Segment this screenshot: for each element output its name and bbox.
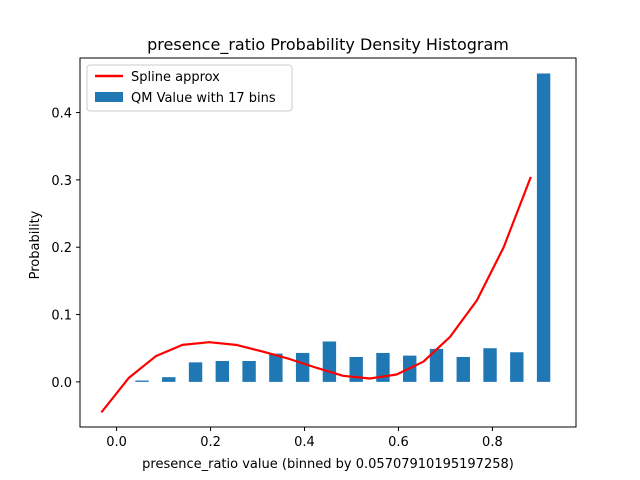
legend: Spline approx QM Value with 17 bins (86, 64, 293, 112)
y-tick-label: 0.0 (51, 376, 72, 391)
histogram-bar (536, 73, 551, 382)
x-axis-label: presence_ratio value (binned by 0.057079… (142, 457, 514, 472)
histogram-bar (269, 353, 283, 382)
histogram-bar (215, 361, 230, 382)
x-tick-label: 0.4 (294, 435, 315, 450)
chart-title: presence_ratio Probability Density Histo… (147, 35, 509, 55)
legend-box (86, 64, 293, 112)
y-axis-label: Probability (28, 210, 43, 279)
y-tick-label: 0.4 (51, 107, 72, 122)
histogram-bar (322, 341, 337, 382)
legend-label-bars: QM Value with 17 bins (131, 91, 276, 106)
histogram-bar (483, 348, 497, 382)
histogram-bar (242, 361, 256, 382)
x-tick-label: 0.8 (482, 435, 503, 450)
histogram-bar (349, 356, 363, 382)
histogram-bar (295, 352, 310, 382)
y-axis-ticks: 0.0 0.1 0.2 0.3 0.4 (51, 107, 80, 391)
x-tick-label: 0.0 (106, 435, 127, 450)
histogram-bar (376, 352, 390, 382)
spline-series (100, 176, 532, 414)
legend-label-spline: Spline approx (131, 70, 220, 85)
histogram-bar (162, 377, 176, 382)
x-tick-label: 0.2 (200, 435, 221, 450)
legend-swatch-bars (95, 92, 123, 102)
plot-frame (79, 57, 577, 428)
x-axis-ticks: 0.0 0.2 0.4 0.6 0.8 (106, 427, 503, 450)
spline-line (100, 176, 532, 414)
histogram-bar (456, 356, 470, 382)
histogram-bar (429, 348, 444, 382)
x-tick-label: 0.6 (388, 435, 409, 450)
histogram-bar (510, 352, 524, 382)
y-tick-label: 0.3 (51, 174, 72, 189)
y-tick-label: 0.1 (51, 309, 72, 324)
bar-series (135, 73, 551, 382)
histogram-bar (188, 362, 203, 382)
y-tick-label: 0.2 (51, 241, 72, 256)
histogram-bar (135, 380, 149, 382)
